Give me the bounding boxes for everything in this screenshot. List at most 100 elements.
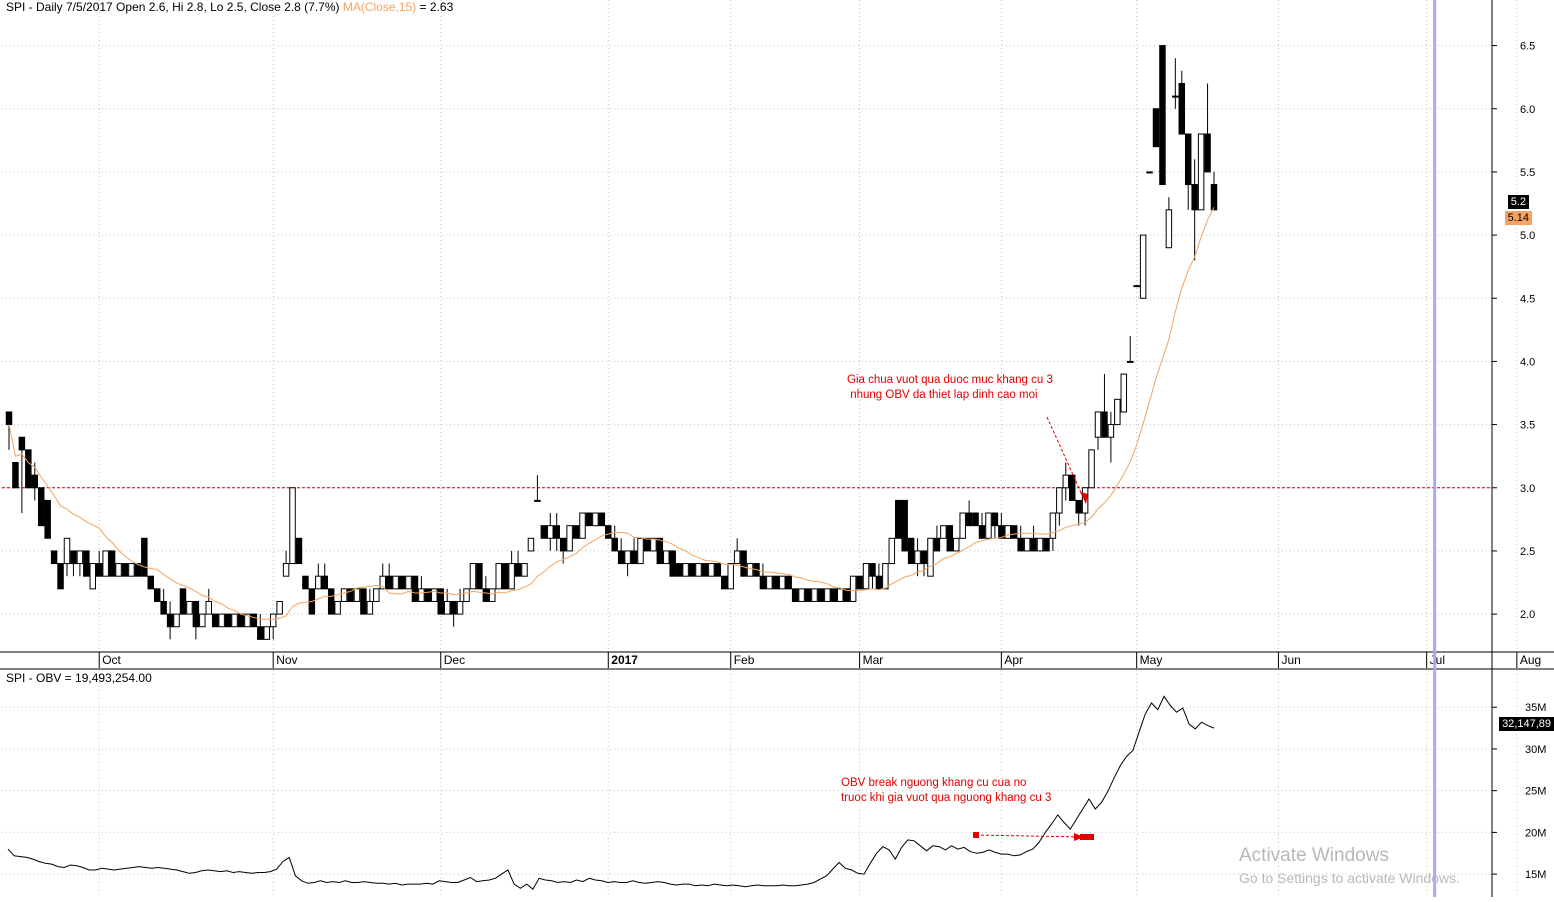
candle [624, 550, 631, 577]
candle-body [824, 588, 831, 602]
candle [708, 563, 715, 577]
candle [153, 588, 161, 602]
candle-body [321, 575, 328, 590]
candle-body [482, 588, 490, 602]
candle-body [1088, 449, 1095, 489]
candle-body [231, 613, 238, 628]
candle-body [559, 537, 567, 552]
candle [128, 563, 135, 577]
candle-body [83, 550, 90, 577]
candle-body [192, 600, 200, 628]
obv-axis-label: 25M [1525, 786, 1546, 798]
candle-body [282, 563, 290, 577]
candle [1165, 197, 1173, 249]
candle-body [179, 588, 187, 615]
candle-body [276, 600, 283, 615]
candle [147, 575, 155, 590]
candle [804, 588, 812, 602]
candle-body [269, 613, 277, 628]
candle [566, 525, 573, 552]
candle [411, 575, 419, 602]
candle-body [695, 563, 702, 577]
candle [695, 563, 702, 577]
candle-body [1049, 512, 1057, 539]
candle [44, 499, 51, 539]
candle-body [411, 575, 419, 602]
candle [965, 500, 973, 527]
candle-body [663, 550, 670, 565]
candle-body [289, 487, 296, 565]
candle [31, 462, 39, 501]
candle [759, 563, 767, 590]
candle [405, 575, 412, 590]
candle [721, 575, 728, 590]
candle-body [373, 588, 380, 602]
candle-body [740, 550, 747, 577]
price-axis-label: 4.5 [1520, 293, 1535, 305]
candle [521, 563, 528, 577]
candle [269, 613, 277, 640]
candle [927, 537, 934, 577]
candle [875, 563, 883, 590]
month-label: Dec [444, 653, 465, 667]
candle [121, 563, 129, 577]
candle [991, 512, 999, 539]
candle-body [18, 436, 26, 451]
candle [766, 575, 773, 590]
obv-breakout-arrowhead [1074, 833, 1084, 841]
candle [1017, 525, 1024, 552]
candle [701, 563, 709, 577]
candle [1094, 411, 1102, 450]
candle-body [489, 588, 496, 602]
candle-body [476, 563, 483, 590]
candle-body [437, 588, 444, 615]
obv-axis-label: 35M [1525, 702, 1546, 714]
candle-body [1017, 537, 1024, 552]
candle [553, 513, 560, 551]
ma-price-tag: 5.14 [1504, 211, 1532, 225]
candle [25, 449, 32, 489]
price-header: SPI - Daily 7/5/2017 Open 2.6, Hi 2.8, L… [6, 0, 453, 14]
candle-body [1030, 537, 1037, 552]
price-axis-label: 6.0 [1520, 104, 1535, 116]
candle-body [830, 588, 838, 602]
candle [186, 600, 193, 615]
candle [160, 588, 167, 615]
candle [611, 525, 618, 552]
candle [1030, 525, 1037, 552]
candle-body [295, 537, 303, 565]
candle-body [1068, 474, 1076, 501]
candle-body [1178, 82, 1186, 135]
obv-value-tag: 32,147,89 [1499, 717, 1554, 731]
candle [1152, 108, 1160, 148]
candle [289, 487, 296, 565]
watermark-title: Activate Windows [1239, 845, 1389, 866]
candle-body [334, 600, 341, 615]
candle [514, 550, 522, 577]
candle-body [25, 449, 32, 489]
candle-body [211, 613, 219, 628]
candle-body [199, 613, 206, 628]
candle [463, 588, 470, 602]
candle [257, 614, 264, 640]
candle [1159, 45, 1166, 186]
candle [682, 563, 689, 577]
candle-body [817, 588, 825, 602]
candle-body [134, 563, 142, 577]
candle [650, 537, 657, 552]
price-annotation-arrowhead [1080, 492, 1088, 504]
candle [675, 563, 683, 577]
candle [89, 563, 97, 590]
price-axis-label: 2.5 [1520, 546, 1535, 558]
candle [791, 588, 799, 602]
candle [237, 613, 245, 628]
candle [508, 550, 515, 590]
obv-axis-label: 15M [1525, 869, 1546, 881]
candle [540, 525, 548, 539]
candle-body [843, 588, 850, 602]
candle-body [153, 588, 161, 602]
candle-body [1004, 525, 1012, 539]
candle [12, 461, 19, 489]
candle [379, 563, 386, 590]
candle [714, 563, 722, 577]
